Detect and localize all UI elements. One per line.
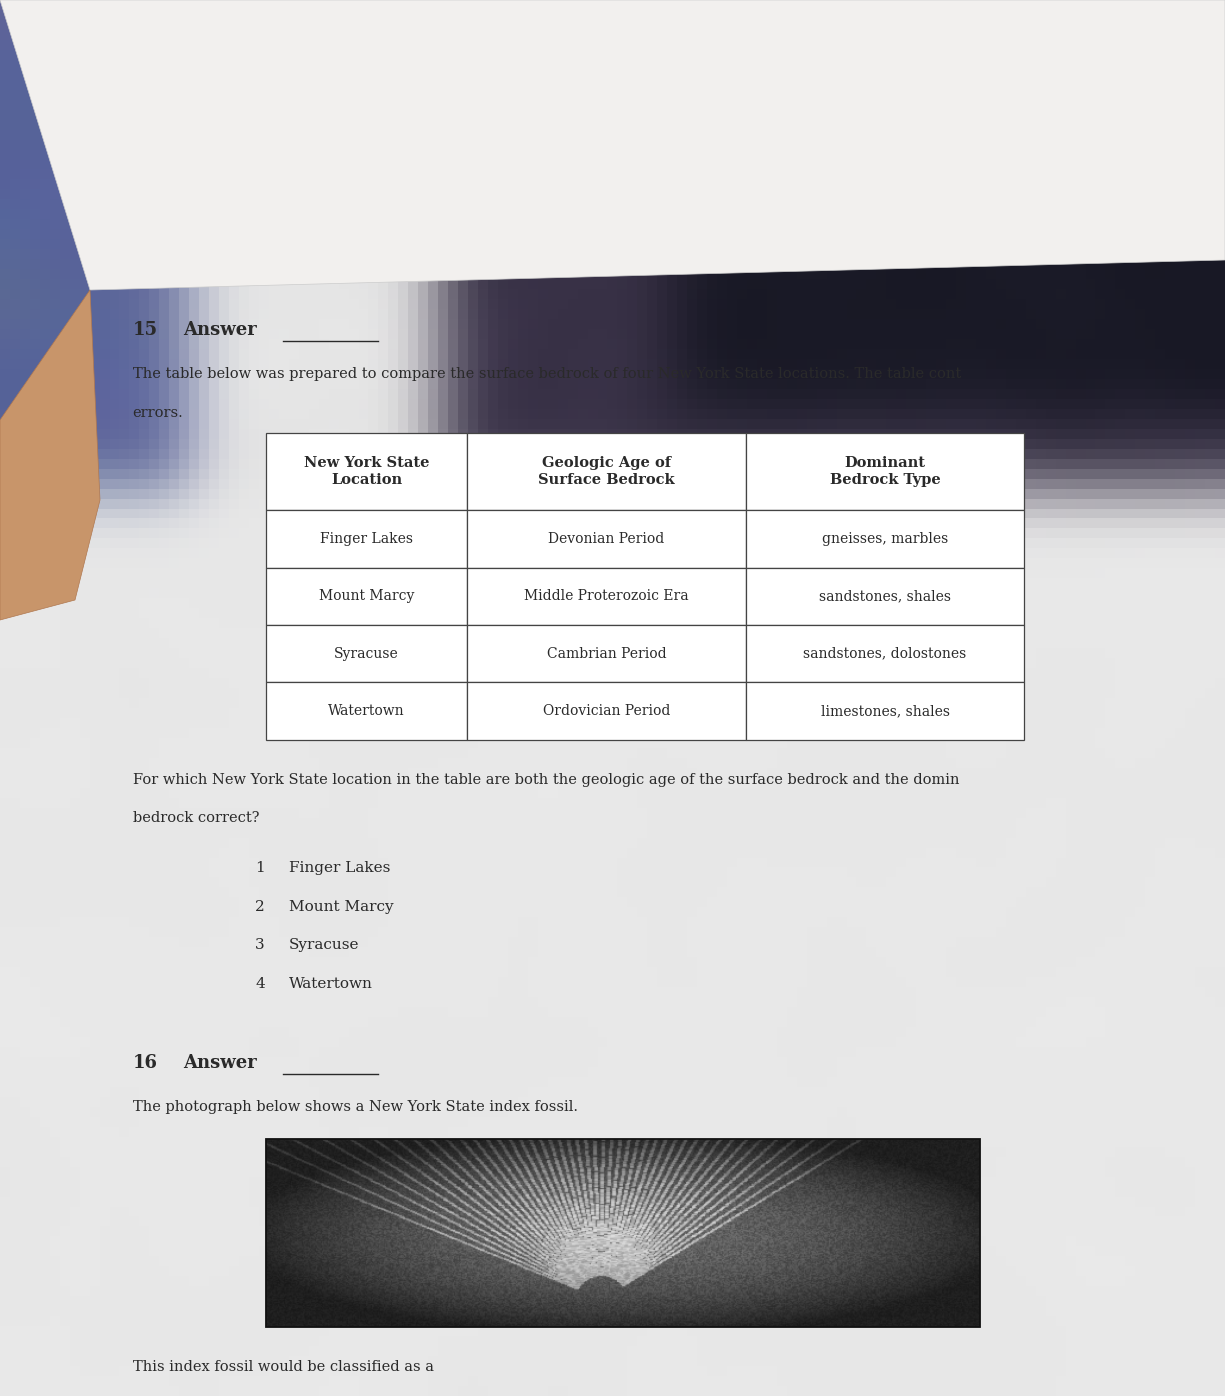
Text: sandstones, dolostones: sandstones, dolostones [804,646,967,660]
FancyBboxPatch shape [467,625,746,683]
Text: 3: 3 [255,938,265,952]
Text: gneisses, marbles: gneisses, marbles [822,532,948,546]
FancyBboxPatch shape [746,625,1024,683]
Polygon shape [0,290,100,620]
Text: For which New York State location in the table are both the geologic age of the : For which New York State location in the… [132,773,959,787]
FancyBboxPatch shape [746,568,1024,625]
FancyBboxPatch shape [467,433,746,511]
Text: The table below was prepared to compare the surface bedrock of four New York Sta: The table below was prepared to compare … [132,367,960,381]
Text: limestones, shales: limestones, shales [821,704,949,718]
Text: This index fossil would be classified as a: This index fossil would be classified as… [132,1360,434,1374]
Text: Finger Lakes: Finger Lakes [320,532,413,546]
FancyBboxPatch shape [266,568,467,625]
Polygon shape [0,0,1225,290]
Text: Finger Lakes: Finger Lakes [289,861,390,875]
Text: Mount Marcy: Mount Marcy [318,589,414,603]
Text: Cambrian Period: Cambrian Period [546,646,666,660]
FancyBboxPatch shape [467,683,746,740]
Text: bedrock correct?: bedrock correct? [132,811,258,825]
Text: Watertown: Watertown [289,977,372,991]
Text: New York State
Location: New York State Location [304,456,430,487]
FancyBboxPatch shape [746,433,1024,511]
Text: Watertown: Watertown [328,704,405,718]
Text: errors.: errors. [132,406,184,420]
FancyBboxPatch shape [746,683,1024,740]
FancyBboxPatch shape [467,511,746,568]
Text: 1: 1 [255,861,265,875]
Text: 16: 16 [132,1054,158,1072]
Text: 4: 4 [255,977,265,991]
Text: Answer: Answer [183,1054,256,1072]
FancyBboxPatch shape [266,511,467,568]
Text: Devonian Period: Devonian Period [549,532,664,546]
FancyBboxPatch shape [266,433,467,511]
Text: Syracuse: Syracuse [334,646,399,660]
Text: Answer: Answer [183,321,256,339]
Text: sandstones, shales: sandstones, shales [820,589,951,603]
Text: Ordovician Period: Ordovician Period [543,704,670,718]
Text: 2: 2 [255,899,265,914]
Text: Middle Proterozoic Era: Middle Proterozoic Era [524,589,688,603]
Text: Dominant
Bedrock Type: Dominant Bedrock Type [829,456,941,487]
FancyBboxPatch shape [266,683,467,740]
Text: Syracuse: Syracuse [289,938,359,952]
Text: Mount Marcy: Mount Marcy [289,899,393,914]
FancyBboxPatch shape [266,625,467,683]
Text: Geologic Age of
Surface Bedrock: Geologic Age of Surface Bedrock [538,456,675,487]
FancyBboxPatch shape [746,511,1024,568]
Text: 15: 15 [132,321,158,339]
Text: The photograph below shows a New York State index fossil.: The photograph below shows a New York St… [132,1100,577,1114]
FancyBboxPatch shape [467,568,746,625]
